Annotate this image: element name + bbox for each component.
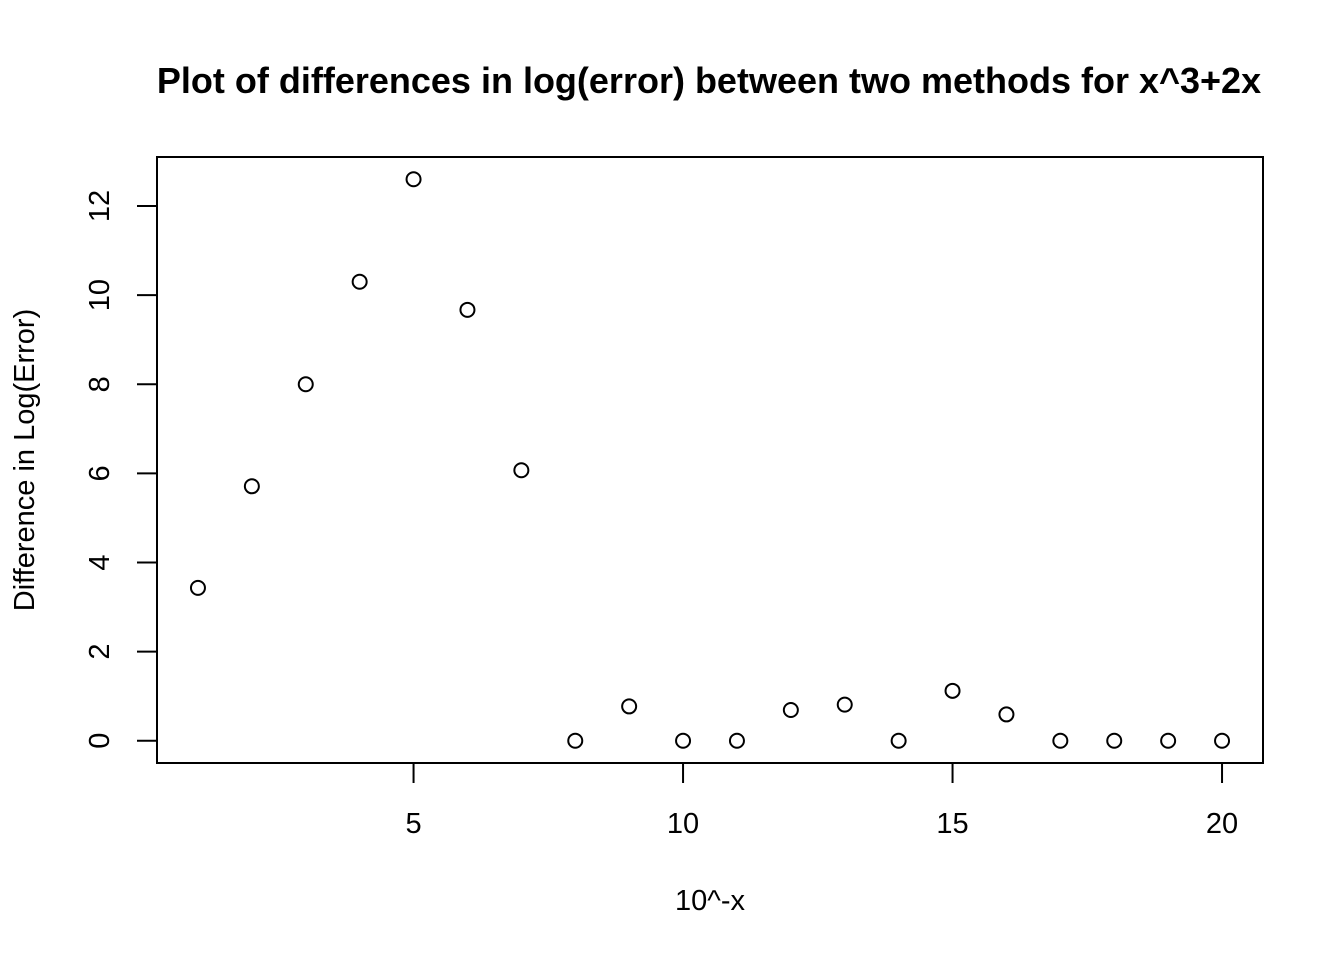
y-tick-label: 10 <box>84 279 116 311</box>
data-point <box>1160 732 1177 749</box>
data-point <box>944 682 961 699</box>
plot-area <box>156 156 1264 764</box>
x-axis-label: 10^-x <box>675 885 746 917</box>
data-point <box>675 732 692 749</box>
x-tick-label: 10 <box>667 808 699 840</box>
data-point <box>1106 732 1123 749</box>
y-tick-label: 4 <box>84 554 116 570</box>
x-tick-label: 15 <box>936 808 968 840</box>
data-point <box>297 376 314 393</box>
data-point <box>567 732 584 749</box>
y-axis-label: Difference in Log(Error) <box>9 309 41 611</box>
data-point <box>782 701 799 718</box>
x-axis: 5 10 15 20 <box>405 762 1238 840</box>
data-point <box>513 462 530 479</box>
y-tick-label: 8 <box>84 376 116 392</box>
data-point <box>836 696 853 713</box>
data-point <box>459 301 476 318</box>
y-tick-label: 2 <box>84 644 116 660</box>
data-point <box>243 478 260 495</box>
y-tick-label: 12 <box>84 190 116 222</box>
data-point <box>405 171 422 188</box>
data-point <box>189 579 206 596</box>
data-point <box>621 698 638 715</box>
data-point <box>1052 732 1069 749</box>
data-points <box>189 171 1231 749</box>
data-point <box>728 732 745 749</box>
data-point <box>998 706 1015 723</box>
data-point <box>890 732 907 749</box>
data-point <box>351 273 368 290</box>
y-tick-label: 6 <box>84 465 116 481</box>
data-point <box>1214 732 1231 749</box>
x-tick-label: 20 <box>1206 808 1238 840</box>
chart-title: Plot of differences in log(error) betwee… <box>157 60 1261 101</box>
y-tick-label: 0 <box>84 733 116 749</box>
x-tick-label: 5 <box>405 808 421 840</box>
y-axis: 0 2 4 6 8 10 12 <box>84 190 158 749</box>
